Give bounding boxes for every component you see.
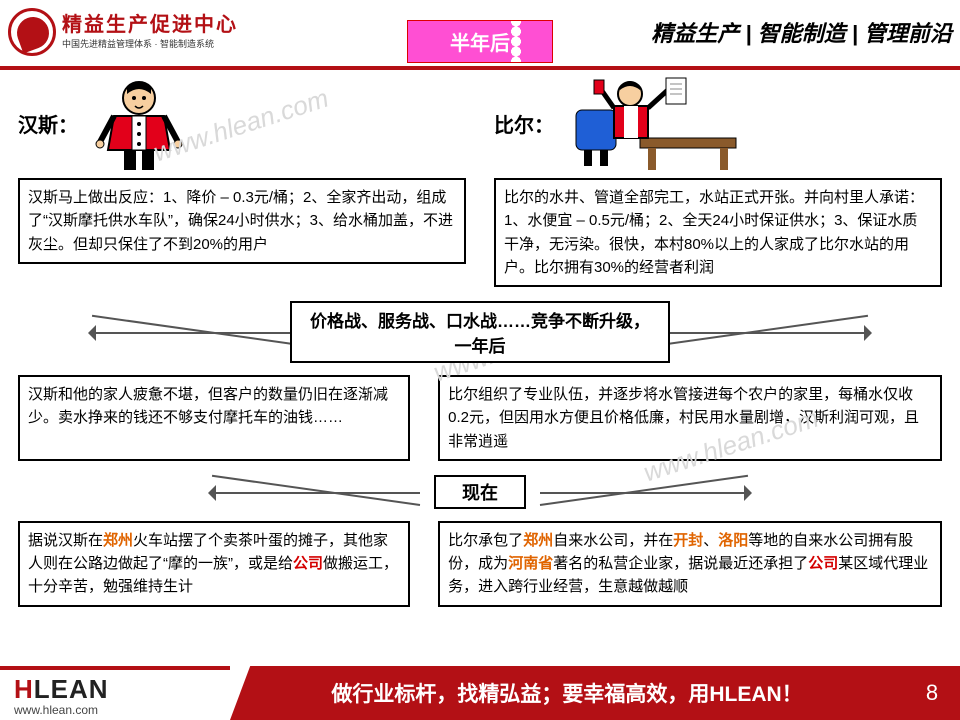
bill-figure — [570, 76, 740, 172]
footer-slogan: 做行业标杆，找精弘益；要幸福高效，用HLEAN！ — [230, 666, 904, 720]
header-nav: 精益生产 | 智能制造 | 管理前沿 — [651, 16, 952, 48]
right-column: 比尔： 比尔的水井、管道全部完工，水站正式开张。并向 — [494, 76, 942, 287]
left-column: 汉斯： 汉斯马上做出反应：1、降价 – 0.3元/桶；2、全家齐出动，组成了“汉… — [18, 76, 466, 287]
right-box-2: 比尔组织了专业队伍，并逐步将水管接进每个农户的家里，每桶水仅收0.2元，但因用水… — [438, 375, 942, 461]
hans-figure — [94, 76, 184, 172]
logo-icon — [8, 8, 56, 56]
logo-title: 精益生产促进中心 — [62, 15, 238, 35]
callout-top: 半年后 — [407, 20, 553, 63]
left-name: 汉斯： — [18, 109, 78, 138]
logo-subtitle: 中国先进精益管理体系 · 智能制造系统 — [62, 37, 238, 50]
right-name: 比尔： — [494, 109, 554, 138]
footer-brand: HLEAN — [14, 674, 230, 705]
arrow-left-icon — [90, 332, 300, 334]
arrow-right-icon — [540, 492, 750, 494]
banner-mid-text: 价格战、服务战、口水战……竞争不断升级，一年后 — [290, 301, 670, 363]
left-box-1: 汉斯马上做出反应：1、降价 – 0.3元/桶；2、全家齐出动，组成了“汉斯摩托供… — [18, 178, 466, 264]
right-box-1: 比尔的水井、管道全部完工，水站正式开张。并向村里人承诺：1、水便宜 – 0.5元… — [494, 178, 942, 287]
left-box-2: 汉斯和他的家人疲惫不堪，但客户的数量仍旧在逐渐减少。卖水挣来的钱还不够支付摩托车… — [18, 375, 410, 461]
arrow-left-icon — [210, 492, 420, 494]
banner-mid: 价格战、服务战、口水战……竞争不断升级，一年后 — [18, 301, 942, 363]
banner-now-text: 现在 — [434, 475, 526, 509]
left-box-3: 据说汉斯在郑州火车站摆了个卖茶叶蛋的摊子，其他家人则在公路边做起了“摩的一族”，… — [18, 521, 410, 607]
header: 精益生产促进中心 中国先进精益管理体系 · 智能制造系统 精益生产 | 智能制造… — [0, 0, 960, 64]
page-number: 8 — [904, 666, 960, 720]
banner-now: 现在 — [18, 475, 942, 509]
right-box-3: 比尔承包了郑州自来水公司，并在开封、洛阳等地的自来水公司拥有股份，成为河南省著名… — [438, 521, 942, 607]
logo: 精益生产促进中心 中国先进精益管理体系 · 智能制造系统 — [8, 8, 238, 56]
footer: HLEAN www.hlean.com 做行业标杆，找精弘益；要幸福高效，用HL… — [0, 666, 960, 720]
arrow-right-icon — [660, 332, 870, 334]
footer-url: www.hlean.com — [14, 703, 230, 717]
